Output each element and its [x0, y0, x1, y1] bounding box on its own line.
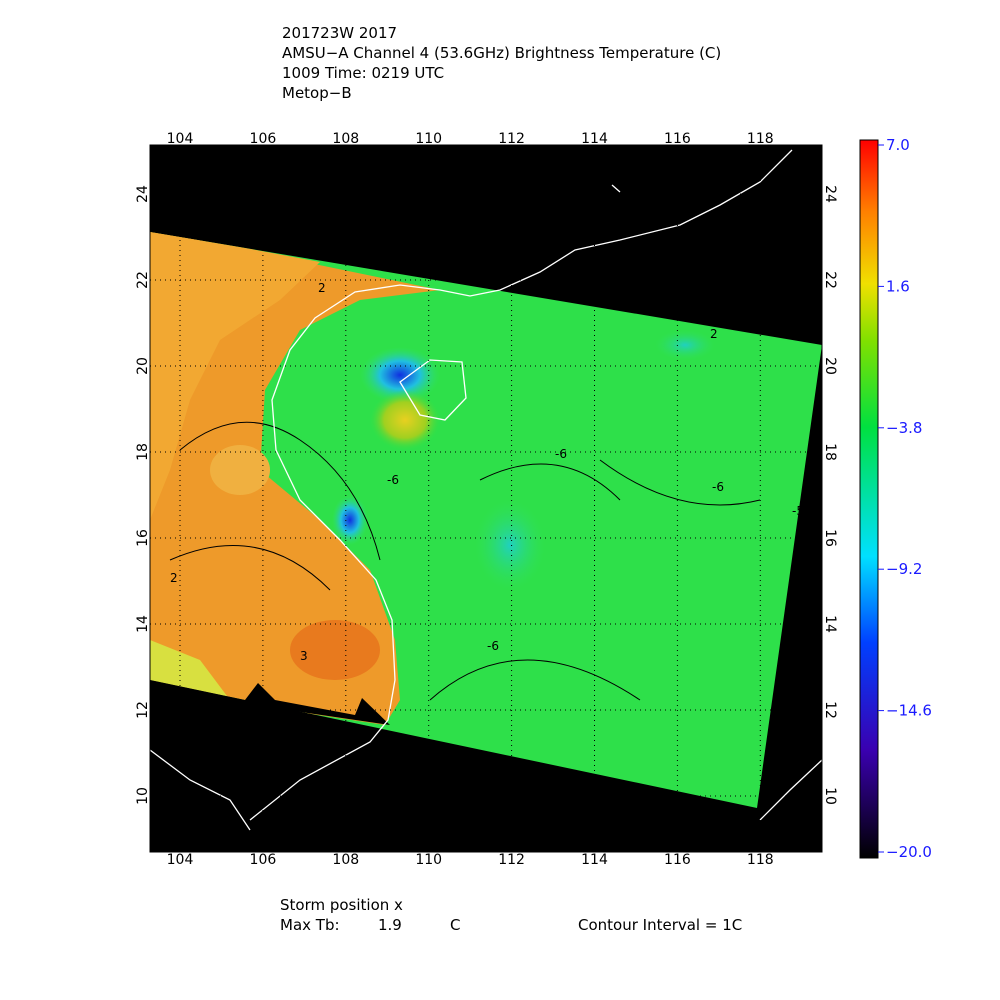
- grid: [150, 145, 822, 852]
- contour-interval: Contour Interval = 1C: [578, 916, 742, 934]
- lat-label: 18: [135, 443, 151, 461]
- lat-label: 22: [135, 271, 151, 289]
- lon-label: 116: [664, 131, 691, 147]
- lon-label: 114: [581, 131, 608, 147]
- max-tb-label: Max Tb:: [280, 916, 340, 934]
- lon-label: 116: [664, 852, 691, 868]
- colorbar-label: −3.8: [886, 419, 922, 437]
- lat-label: 12: [135, 701, 151, 719]
- header-line: 1009 Time: 0219 UTC: [282, 64, 444, 82]
- contour-label: -6: [387, 473, 399, 487]
- lat-label: 10: [135, 787, 151, 805]
- lat-label: 20: [135, 357, 151, 375]
- swath-edge: [150, 680, 390, 725]
- storm-position: Storm position x: [280, 896, 403, 914]
- lat-label: 16: [135, 529, 151, 547]
- lat-label: 24: [135, 185, 151, 203]
- map-frame: [149, 144, 823, 853]
- contour-label: 2: [710, 327, 718, 341]
- lat-label: 10: [822, 787, 838, 805]
- header-line: 201723W 2017: [282, 24, 397, 42]
- max-tb-value: 1.9: [378, 916, 402, 934]
- max-tb-unit: C: [450, 916, 460, 934]
- lon-label: 112: [498, 131, 525, 147]
- contour-label: -6: [555, 447, 567, 461]
- lon-label: 108: [332, 852, 359, 868]
- lon-label: 106: [250, 131, 277, 147]
- lon-label: 104: [167, 131, 194, 147]
- contour-label: 2: [318, 281, 326, 295]
- colorbar: [859, 139, 879, 859]
- lon-label: 110: [415, 852, 442, 868]
- lon-label: 112: [498, 852, 525, 868]
- lon-label: 110: [415, 131, 442, 147]
- lat-label: 16: [822, 529, 838, 547]
- lat-label: 22: [822, 271, 838, 289]
- lat-label: 12: [822, 701, 838, 719]
- contour-label: 3: [300, 649, 308, 663]
- lon-label: 104: [167, 852, 194, 868]
- colorbar-label: −14.6: [886, 702, 932, 720]
- colorbar-label: 7.0: [886, 136, 910, 154]
- lon-label: 118: [747, 852, 774, 868]
- header-line: Metop−B: [282, 84, 352, 102]
- lon-label: 118: [747, 131, 774, 147]
- lon-label: 108: [332, 131, 359, 147]
- colorbar-label: 1.6: [886, 277, 910, 295]
- header-line: AMSU−A Channel 4 (53.6GHz) Brightness Te…: [282, 44, 721, 62]
- contour-label: 2: [170, 571, 178, 585]
- lat-label: 14: [822, 615, 838, 633]
- lon-label: 114: [581, 852, 608, 868]
- colorbar-label: −9.2: [886, 560, 922, 578]
- contour-label: -6: [712, 480, 724, 494]
- coastline: [149, 149, 823, 831]
- lon-label: 106: [250, 852, 277, 868]
- lat-label: 18: [822, 443, 838, 461]
- lat-label: 20: [822, 357, 838, 375]
- lat-label: 14: [135, 615, 151, 633]
- lat-label: 24: [822, 185, 838, 203]
- contour-label: -5: [792, 504, 804, 518]
- colorbar-label: −20.0: [886, 843, 932, 861]
- contour-label: -6: [487, 639, 499, 653]
